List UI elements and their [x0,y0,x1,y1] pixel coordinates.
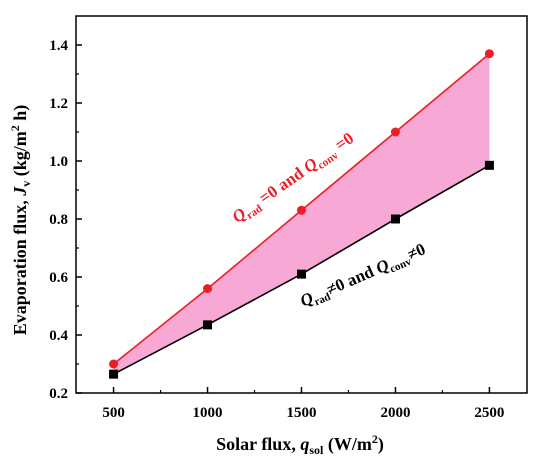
x-tick-label: 1000 [193,405,223,421]
y-tick-label: 1.4 [49,38,68,54]
series-0-point [390,127,400,137]
annotation-nonzero-mid: ≠0 and [324,260,381,299]
y-tick-label: 0.4 [49,328,68,344]
x-axis-title-close: ) [378,434,384,455]
x-axis-title-sub: sol [309,443,324,457]
tick-marks [76,44,491,394]
series-0-point [109,359,119,369]
x-tick-label: 1500 [287,405,317,421]
y-tick-label: 0.2 [49,386,68,402]
y-axis-title: Evaporation flux, Jv (kg/m2 h) [8,105,33,336]
series-0-point [484,49,494,59]
y-tick-labels: 0.2 0.4 0.6 0.8 1.0 1.2 1.4 [49,38,68,402]
series-1-point [297,269,306,279]
x-tick-labels: 500 1000 1500 2000 2500 [102,405,504,421]
y-axis-title-close: h) [10,105,31,126]
x-axis-title-unit: (W/m [323,434,372,455]
y-axis-title-var: J [10,186,30,197]
x-axis-title-main: Solar flux, [216,434,300,454]
y-axis-title-unit: (kg/m [10,131,31,181]
y-tick-label: 1.2 [49,96,68,112]
series-1-point [484,160,494,170]
x-tick-label: 2000 [380,405,410,421]
y-tick-label: 0.8 [49,212,68,228]
plot-frame [75,15,528,394]
series-0-point [297,205,306,215]
series-1-point [109,369,119,379]
x-tick-label: 2500 [474,405,504,421]
series-0-point [203,284,213,294]
x-axis-title: Solar flux, qsol (W/m2) [216,432,384,457]
annotation-nonzero-end: ≠0 [404,239,428,264]
series-layer [109,49,494,379]
y-tick-label: 1.0 [49,154,68,170]
x-tick-label: 500 [102,405,125,421]
x-axis-title-sup: 2 [372,432,378,446]
y-axis-title-sup: 2 [8,125,22,131]
annotation-zero-mid: =0 and [252,161,311,210]
y-axis-title-sub: v [19,181,33,187]
series-1-point [390,214,400,224]
series-1-point [203,320,213,330]
y-tick-label: 0.6 [49,270,68,286]
x-axis-title-var: q [300,434,309,454]
y-axis-title-main: Evaporation flux, [10,196,30,336]
